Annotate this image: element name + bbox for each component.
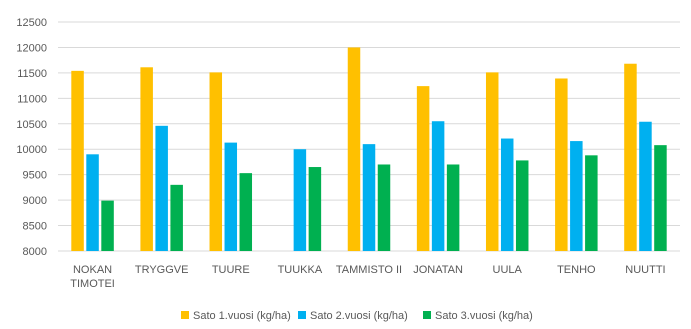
x-category-label-line: TRYGGVE	[135, 264, 189, 276]
series-2	[86, 121, 652, 252]
x-category-label-line: TIMOTEI	[70, 278, 115, 290]
bar	[101, 200, 114, 251]
x-category-label-line: NOKAN	[73, 264, 112, 276]
bar	[347, 47, 361, 251]
bars	[71, 47, 667, 252]
bar	[377, 164, 391, 251]
x-category-label: TUUKKA	[278, 264, 323, 276]
bar	[224, 142, 238, 251]
y-tick-label: 8000	[23, 246, 47, 258]
y-tick-label: 12000	[16, 42, 47, 54]
y-tick-label: 11500	[17, 68, 47, 80]
bar	[71, 70, 84, 251]
legend-swatch	[423, 311, 431, 319]
x-category-label-line: JONATAN	[413, 264, 463, 276]
x-category-label: TRYGGVE	[135, 264, 189, 276]
bar	[239, 173, 253, 251]
x-category-label: NOKAN TIMOTEI	[70, 264, 115, 290]
x-category-label-line: NUUTTI	[625, 264, 665, 276]
bar	[485, 72, 499, 251]
x-category-label-line: TAMMISTO II	[336, 264, 402, 276]
bar	[555, 78, 568, 251]
y-tick-label: 12500	[16, 17, 47, 29]
legend-swatch	[181, 311, 189, 319]
x-category-label: JONATAN	[413, 264, 463, 276]
bar	[209, 72, 223, 251]
x-category-label-line: TUURE	[212, 264, 250, 276]
bar	[362, 144, 376, 251]
bar	[585, 155, 598, 251]
x-category-label-line: TUUKKA	[278, 264, 323, 276]
x-category-label: NUUTTI	[625, 264, 665, 276]
bar	[570, 141, 583, 251]
series-1	[71, 47, 637, 252]
series-3	[101, 145, 667, 251]
legend-item: Sato 1.vuosi (kg/ha)	[181, 310, 291, 322]
legend-label: Sato 2.vuosi (kg/ha)	[310, 310, 408, 322]
bar	[515, 160, 529, 251]
x-category-label: UULA	[493, 264, 523, 276]
x-axis-category-labels: NOKAN TIMOTEI TRYGGVE TUURE TUUKKA TAMMISTO I…	[70, 264, 665, 290]
legend-label: Sato 3.vuosi (kg/ha)	[435, 310, 533, 322]
bar	[293, 149, 307, 251]
x-category-label: TENHO	[557, 264, 596, 276]
y-axis-tick-labels: 12500 12000 11500 11000 10500 10000 9500 9000 85…	[16, 17, 47, 258]
bar	[416, 86, 430, 252]
y-tick-label: 8500	[23, 221, 47, 233]
x-category-label-line: TENHO	[557, 264, 596, 276]
y-tick-label: 10000	[16, 144, 47, 156]
legend-label: Sato 1.vuosi (kg/ha)	[193, 310, 291, 322]
y-tick-label: 10500	[16, 119, 47, 131]
legend-item: Sato 2.vuosi (kg/ha)	[298, 310, 408, 322]
bar	[431, 121, 445, 251]
legend-swatch	[298, 311, 306, 319]
y-tick-label: 11000	[17, 93, 47, 105]
y-tick-label: 9000	[23, 195, 47, 207]
bar	[500, 138, 514, 251]
bar	[86, 154, 99, 251]
bar	[140, 67, 153, 252]
bar	[624, 63, 637, 252]
bar	[155, 125, 168, 251]
bar	[446, 164, 460, 251]
bar	[308, 167, 322, 251]
x-category-label-line: UULA	[493, 264, 523, 276]
x-category-label: TUURE	[212, 264, 250, 276]
x-category-label: TAMMISTO II	[336, 264, 402, 276]
bar	[654, 145, 667, 251]
y-tick-label: 9500	[23, 170, 47, 182]
bar	[170, 184, 183, 251]
bar	[639, 121, 652, 252]
legend: Sato 1.vuosi (kg/ha) Sato 2.vuosi (kg/ha)…	[181, 310, 533, 322]
legend-item: Sato 3.vuosi (kg/ha)	[423, 310, 533, 322]
